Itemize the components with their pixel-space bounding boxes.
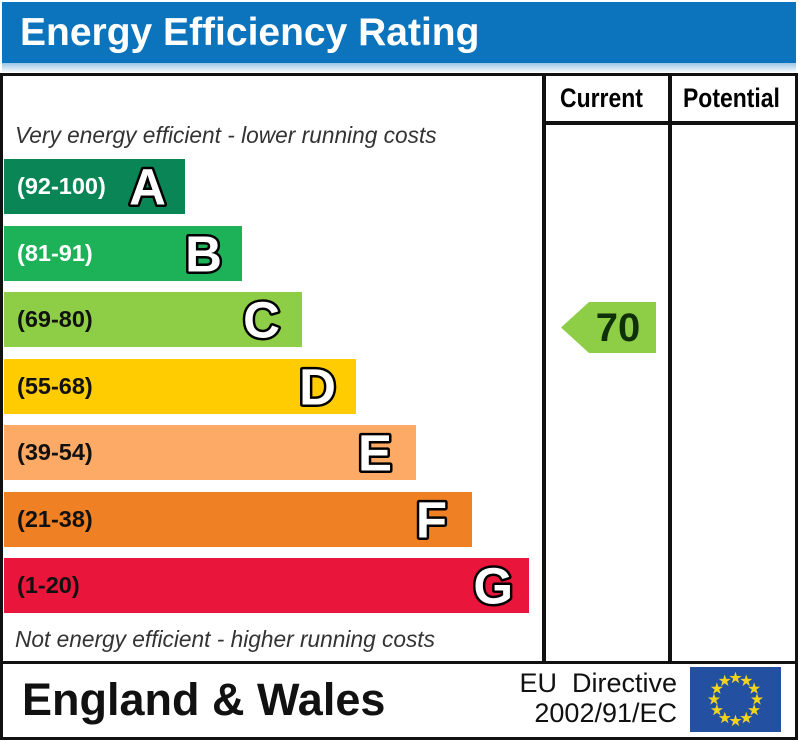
svg-text:70: 70 (596, 306, 641, 350)
svg-text:G: G (473, 558, 513, 613)
svg-text:C: C (243, 292, 280, 347)
svg-text:D: D (299, 359, 336, 414)
svg-text:A: A (129, 159, 166, 214)
svg-text:E: E (358, 425, 392, 480)
svg-text:F: F (416, 492, 447, 547)
svg-text:B: B (185, 226, 222, 281)
